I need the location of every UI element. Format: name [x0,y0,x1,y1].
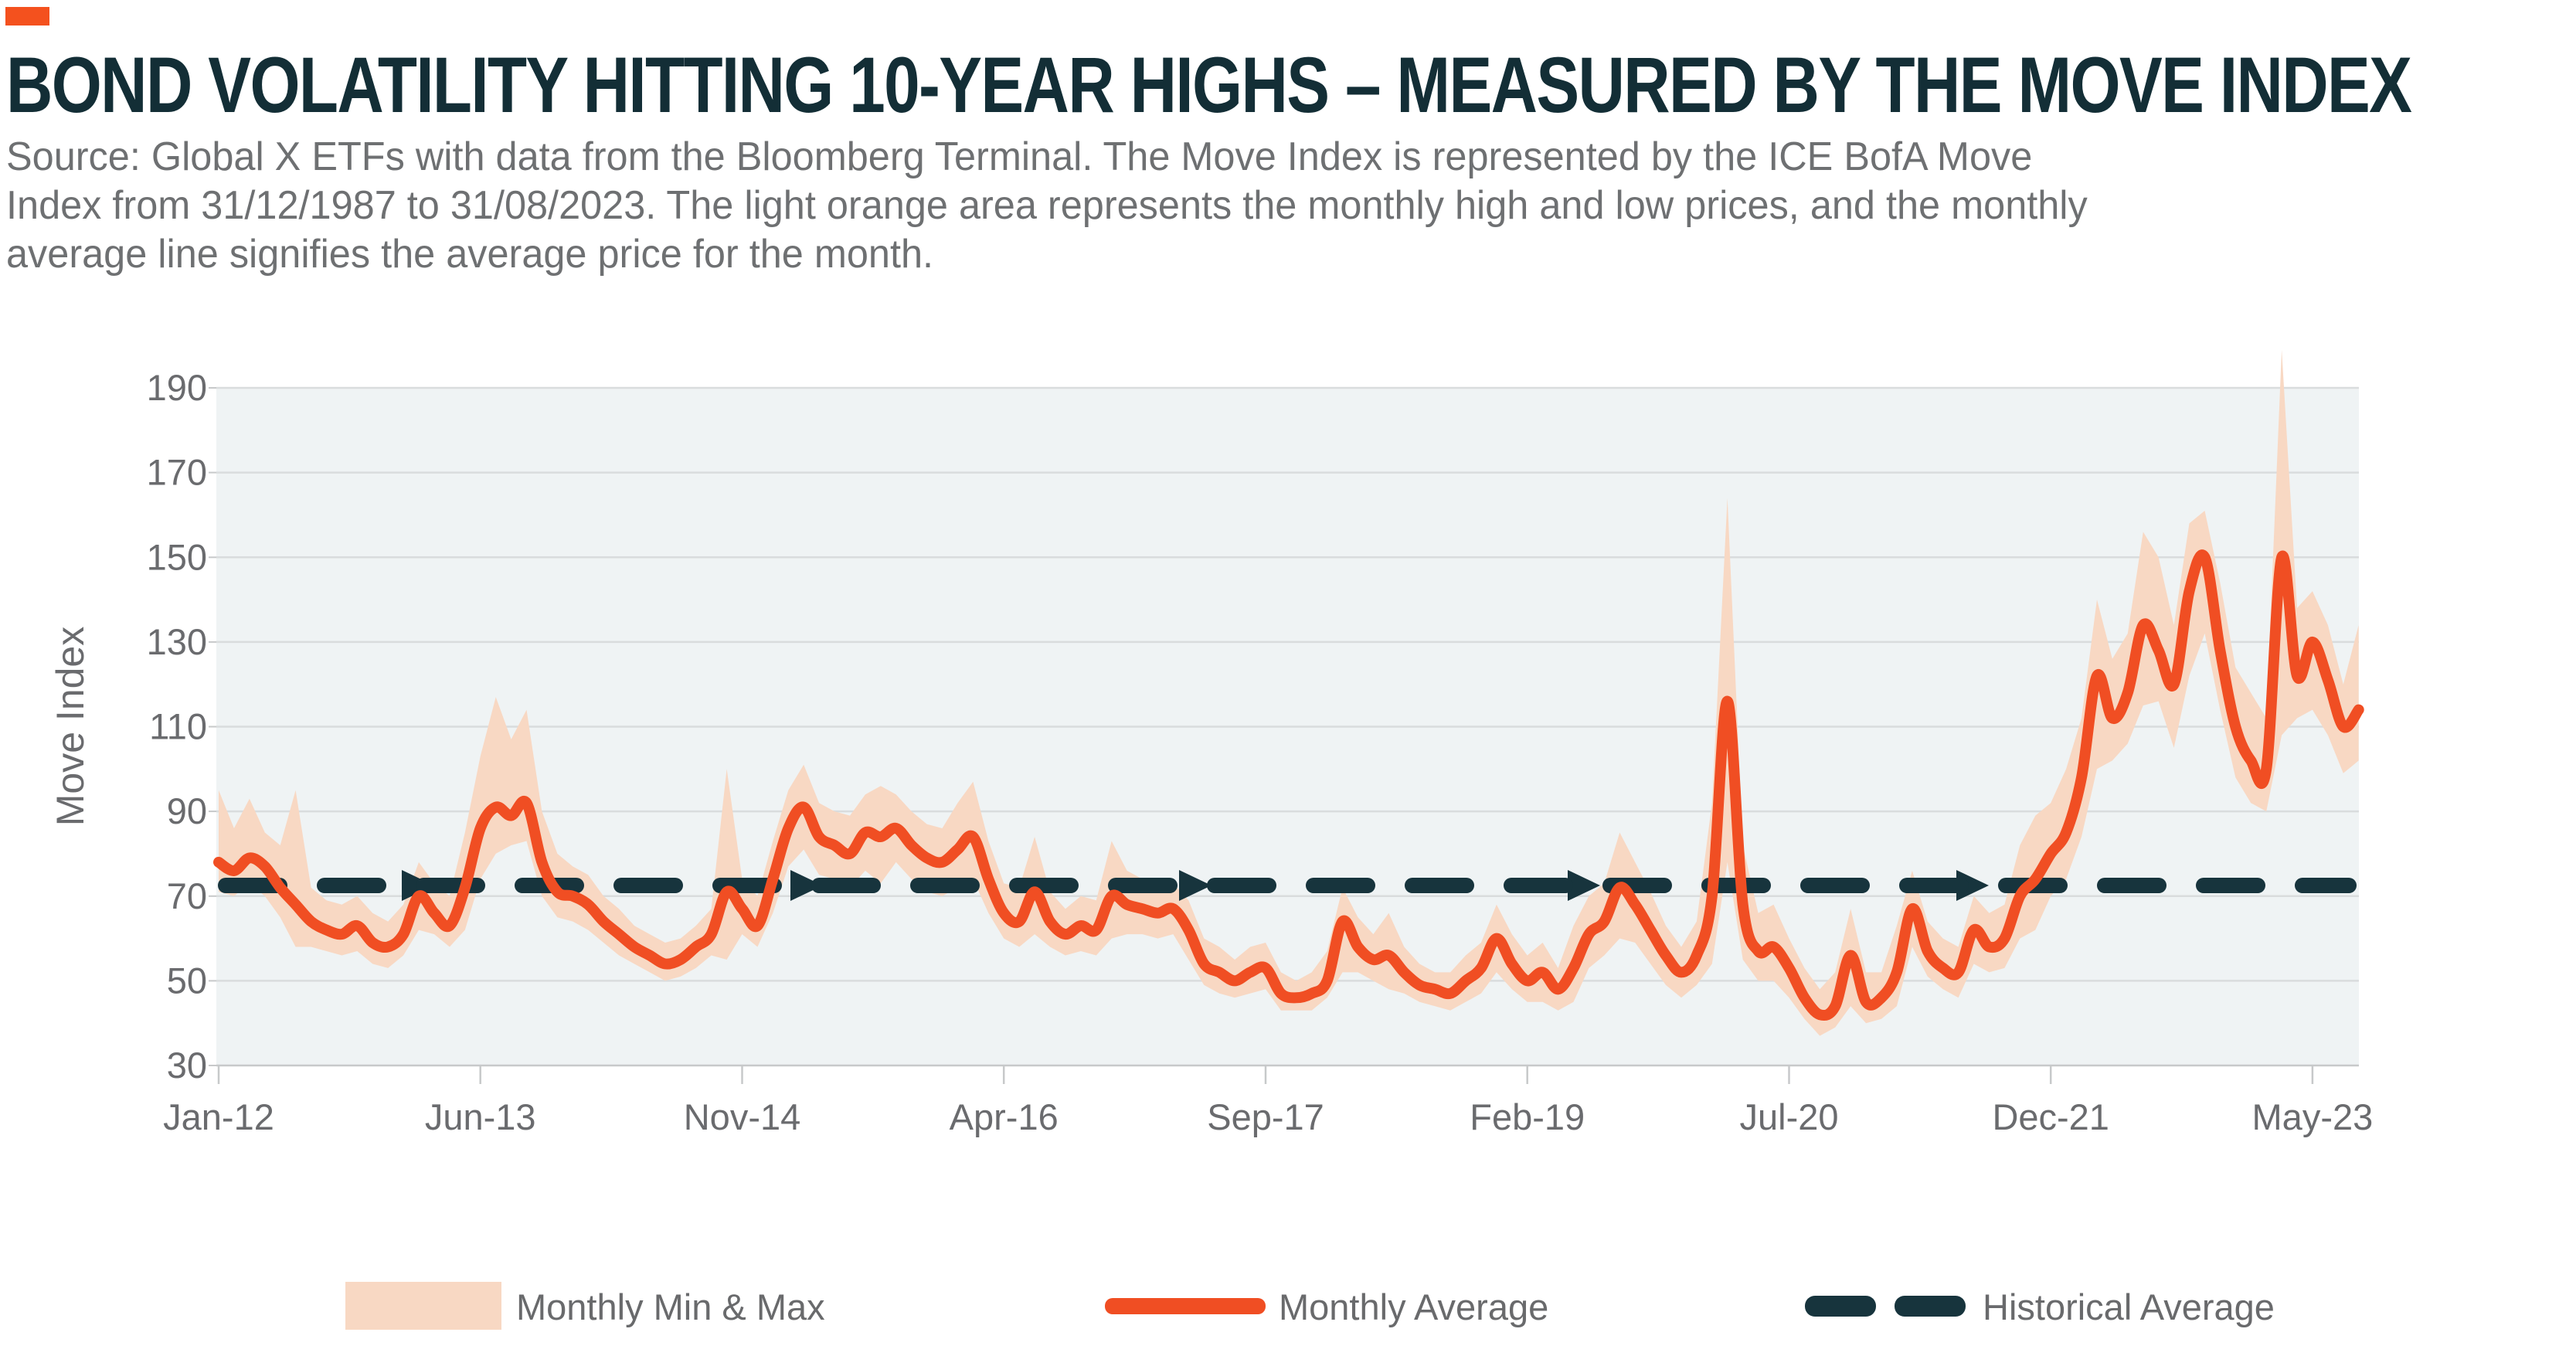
dash-arrow-icon [1179,870,1212,901]
brand-accent-mark [5,7,49,25]
legend-label-min-max: Monthly Min & Max [516,1286,825,1327]
y-axis-tick-label: 170 [147,452,207,493]
y-axis-tick-label: 30 [167,1045,207,1086]
gridlines [216,386,2359,1067]
x-axis-tick-label: Dec-21 [1992,1096,2109,1137]
y-axis-tick-label: 90 [167,790,207,831]
legend-swatch-historical-average-dash-1 [1805,1296,1876,1317]
y-axis-title: Move Index [49,627,92,826]
page-title: BOND VOLATILITY HITTING 10-YEAR HIGHS – … [6,41,2412,129]
source-note-line-3: average line signifies the average price… [6,232,934,277]
monthly-average-line [213,549,2364,1021]
y-axis-tick-label: 70 [167,875,207,916]
source-note: Source: Global X ETFs with data from the… [6,133,2088,279]
x-axis-tick-label: Nov-14 [684,1096,801,1137]
source-note-line-2: Index from 31/12/1987 to 31/08/2023. The… [6,183,2088,228]
axis-ticks [209,387,2314,1084]
y-axis-tick-label: 190 [147,367,207,408]
x-axis-tick-label: Jul-20 [1739,1096,1838,1137]
source-note-line-1: Source: Global X ETFs with data from the… [6,134,2033,179]
legend-label-monthly-average: Monthly Average [1279,1286,1549,1327]
y-axis-tick-label: 130 [147,621,207,662]
x-axis-tick-label: Feb-19 [1470,1096,1585,1137]
x-axis-tick-label: Jun-13 [425,1096,536,1137]
x-axis-labels: Jan-12 Jun-13 Nov-14 Apr-16 Sep-17 Feb-19 Jul-… [163,1096,2373,1137]
legend-swatch-historical-average-dash-2 [1895,1296,1966,1317]
x-axis-tick-label: Apr-16 [950,1096,1059,1137]
x-axis-tick-label: Sep-17 [1207,1096,1324,1137]
y-axis-tick-label: 150 [147,536,207,577]
legend-label-historical-average: Historical Average [1983,1286,2275,1327]
dash-arrow-icon [790,870,823,901]
dash-arrow-icon [1956,870,1989,901]
y-axis-tick-label: 50 [167,960,207,1001]
x-axis-tick-label: Jan-12 [163,1096,274,1137]
legend-swatch-monthly-average-line [1105,1298,1266,1314]
y-axis-tick-label: 110 [149,706,207,747]
x-axis-tick-label: May-23 [2252,1096,2374,1137]
historical-average-line [218,870,2357,901]
dash-arrow-icon [1568,870,1600,901]
legend-swatch-min-max-area [345,1282,501,1330]
y-axis-labels: 190 170 150 130 110 90 70 50 30 [147,367,207,1086]
